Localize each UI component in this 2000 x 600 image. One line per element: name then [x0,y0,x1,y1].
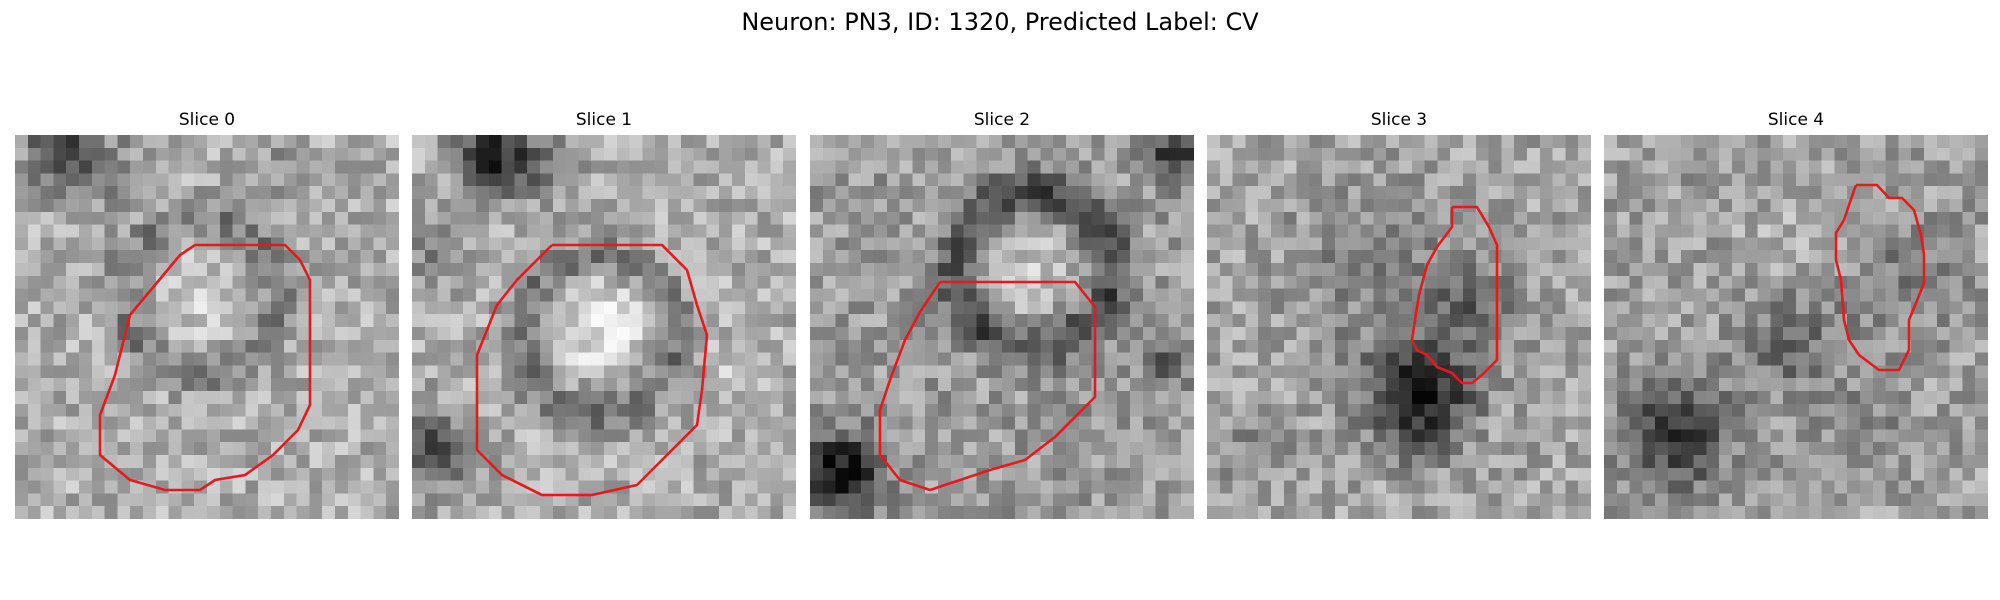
microscopy-image-2 [810,135,1194,519]
microscopy-image-4 [1604,135,1988,519]
segmentation-contour-1 [475,243,709,497]
slice-title-4: Slice 4 [1767,110,1825,130]
segmentation-contour-3 [1410,205,1499,385]
figure-title: Neuron: PN3, ID: 1320, Predicted Label: … [741,8,1259,36]
segmentation-contour-0 [98,243,312,492]
slice-title-2: Slice 2 [973,110,1031,130]
slice-title-1: Slice 1 [575,110,633,130]
segmentation-contour-4 [1834,183,1926,372]
microscopy-image-3 [1207,135,1591,519]
slice-title-0: Slice 0 [178,110,236,130]
microscopy-image-0 [15,135,399,519]
microscopy-image-1 [412,135,796,519]
slice-title-3: Slice 3 [1370,110,1428,130]
segmentation-contour-2 [878,280,1097,492]
